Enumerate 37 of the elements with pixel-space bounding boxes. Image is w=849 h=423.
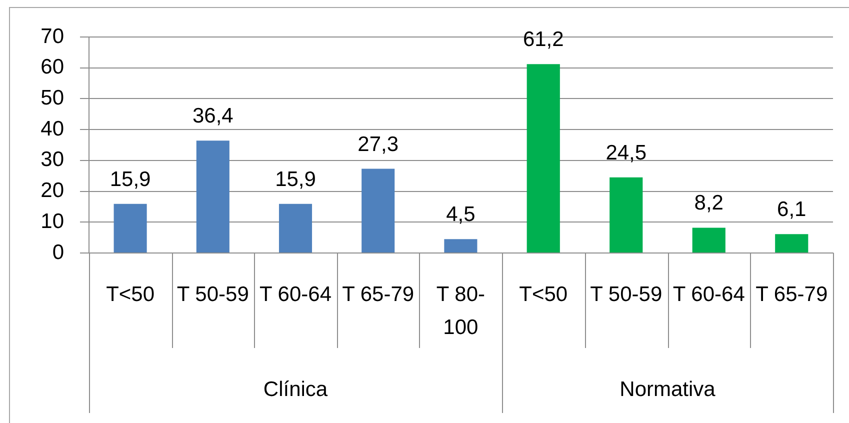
bar [526, 64, 560, 252]
x-tick-label: T<50 [519, 282, 568, 306]
x-tick-label: T 50-59 [176, 282, 249, 306]
bar [610, 177, 643, 252]
x-tick-label: T 65-79 [342, 282, 414, 306]
data-label: 15,9 [110, 168, 151, 191]
y-tick-label: 60 [40, 56, 64, 79]
data-label: 36,4 [192, 104, 234, 128]
data-label: 15,9 [275, 168, 316, 191]
x-axis-title: Clínica [263, 378, 328, 401]
y-tick-label: 40 [40, 117, 64, 140]
data-label: 24,5 [606, 141, 647, 164]
y-tick-label: 70 [40, 24, 64, 48]
data-label: 8,2 [694, 192, 724, 215]
x-tick-label: T 65-79 [756, 282, 828, 306]
data-label: 4,5 [446, 203, 476, 226]
bar [278, 204, 312, 252]
bar [444, 239, 478, 252]
bar [114, 204, 147, 252]
x-axis-title: Normativa [620, 378, 716, 401]
y-tick-label: 0 [52, 240, 64, 264]
bar [692, 228, 726, 252]
bar [775, 234, 808, 252]
data-label: 61,2 [522, 28, 564, 52]
y-tick-label: 20 [40, 179, 64, 202]
x-tick-label: T<50 [106, 282, 155, 306]
y-tick-label: 50 [40, 86, 64, 110]
data-label: 27,3 [358, 132, 399, 156]
x-tick-label: T 80-100 [436, 282, 486, 339]
x-tick-label: T 50-59 [590, 282, 662, 306]
bar [196, 140, 230, 252]
x-tick-label: T 60-64 [260, 282, 332, 306]
data-label: 6,1 [777, 198, 806, 222]
y-tick-label: 10 [40, 210, 64, 233]
x-tick-label: T 60-64 [672, 282, 746, 306]
y-tick-label: 30 [40, 148, 64, 172]
bar [362, 168, 395, 252]
